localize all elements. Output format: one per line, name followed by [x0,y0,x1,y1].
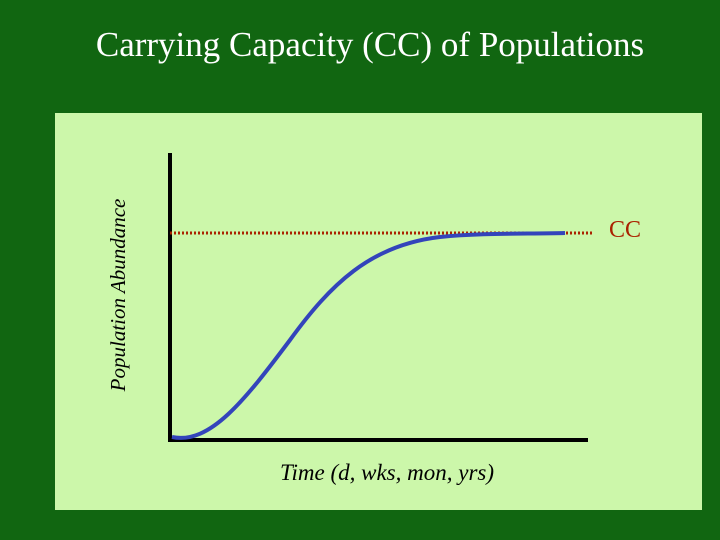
growth-curve [171,231,566,440]
y-axis-label: Population Abundance [106,199,130,393]
slide-title: Carrying Capacity (CC) of Populations [96,25,644,64]
diagram-panel [55,113,702,510]
x-axis-label: Time (d, wks, mon, yrs) [280,460,494,485]
capacity-label: CC [609,217,641,243]
